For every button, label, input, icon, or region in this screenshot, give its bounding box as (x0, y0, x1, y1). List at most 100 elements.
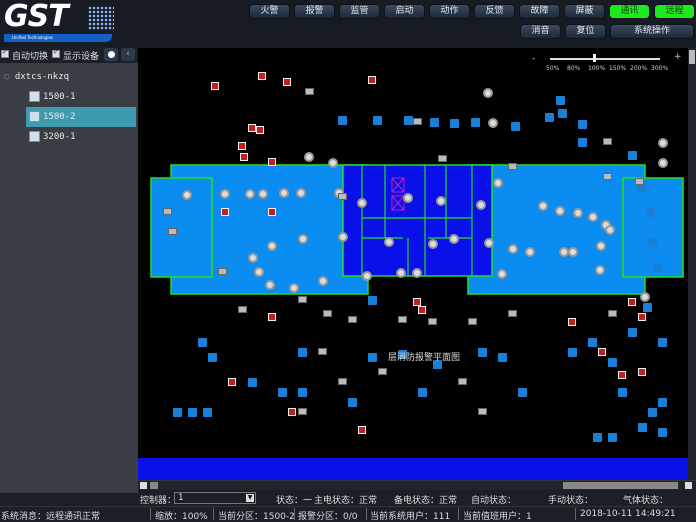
smoke-detector-icon[interactable] (296, 188, 306, 198)
scroll-thumb[interactable] (563, 482, 678, 489)
alarm-button-icon[interactable] (598, 348, 606, 356)
scroll-right-button[interactable] (685, 482, 692, 489)
zoom-slider[interactable] (550, 58, 660, 60)
toolbar-button-3[interactable]: 启动 (384, 4, 425, 19)
module-icon[interactable] (418, 388, 427, 397)
smoke-detector-icon[interactable] (449, 234, 459, 244)
scroll-left-button[interactable] (140, 482, 147, 489)
device-icon[interactable] (398, 316, 407, 323)
device-icon[interactable] (378, 368, 387, 375)
module-icon[interactable] (658, 338, 667, 347)
horizontal-scrollbar[interactable] (138, 480, 696, 490)
module-icon[interactable] (348, 398, 357, 407)
module-icon[interactable] (173, 408, 182, 417)
smoke-detector-icon[interactable] (596, 241, 606, 251)
device-icon[interactable] (163, 208, 172, 215)
module-icon[interactable] (368, 296, 377, 305)
floorplan-canvas[interactable]: - + 50% 80% 100% 150% 200% 300% 层消防报警平面图 (138, 48, 688, 480)
alarm-button-icon[interactable] (618, 371, 626, 379)
device-icon[interactable] (168, 228, 177, 235)
smoke-detector-icon[interactable] (488, 118, 498, 128)
device-icon[interactable] (608, 310, 617, 317)
smoke-detector-icon[interactable] (403, 193, 413, 203)
alarm-button-icon[interactable] (638, 368, 646, 376)
module-icon[interactable] (368, 353, 377, 362)
alarm-button-icon[interactable] (268, 158, 276, 166)
module-icon[interactable] (338, 116, 347, 125)
alarm-button-icon[interactable] (228, 378, 236, 386)
toolbar-button-2[interactable]: 监管 (339, 4, 380, 19)
smoke-detector-icon[interactable] (384, 237, 394, 247)
module-icon[interactable] (398, 350, 407, 359)
module-icon[interactable] (608, 433, 617, 442)
smoke-detector-icon[interactable] (254, 267, 264, 277)
smoke-detector-icon[interactable] (412, 268, 422, 278)
auto-switch-checkbox[interactable] (1, 48, 9, 58)
alarm-button-icon[interactable] (288, 408, 296, 416)
device-icon[interactable] (348, 316, 357, 323)
smoke-detector-icon[interactable] (476, 200, 486, 210)
toolbar-button-0[interactable]: 火警 (249, 4, 290, 19)
smoke-detector-icon[interactable] (658, 138, 668, 148)
device-icon[interactable] (305, 88, 314, 95)
device-icon[interactable] (218, 268, 227, 275)
module-icon[interactable] (648, 238, 657, 247)
smoke-detector-icon[interactable] (318, 276, 328, 286)
smoke-detector-icon[interactable] (357, 198, 367, 208)
smoke-detector-icon[interactable] (605, 225, 615, 235)
smoke-detector-icon[interactable] (508, 244, 518, 254)
smoke-detector-icon[interactable] (182, 190, 192, 200)
toolbar-button-5[interactable]: 反馈 (474, 4, 515, 19)
alarm-button-icon[interactable] (256, 126, 264, 134)
tree-item-1500-1[interactable]: 1500-1 (26, 87, 136, 107)
device-icon[interactable] (298, 296, 307, 303)
alarm-button-icon[interactable] (638, 313, 646, 321)
device-icon[interactable] (298, 408, 307, 415)
module-icon[interactable] (278, 388, 287, 397)
module-icon[interactable] (578, 120, 587, 129)
smoke-detector-icon[interactable] (298, 234, 308, 244)
toolbar-button-7[interactable]: 屏蔽 (564, 4, 605, 19)
device-icon[interactable] (603, 138, 612, 145)
device-icon[interactable] (508, 310, 517, 317)
module-icon[interactable] (628, 328, 637, 337)
module-icon[interactable] (208, 353, 217, 362)
device-icon[interactable] (508, 163, 517, 170)
device-icon[interactable] (338, 378, 347, 385)
module-icon[interactable] (471, 118, 480, 127)
zoom-tick[interactable]: 80% (567, 65, 581, 72)
alarm-button-icon[interactable] (240, 153, 248, 161)
smoke-detector-icon[interactable] (559, 247, 569, 257)
alarm-button-icon[interactable] (413, 298, 421, 306)
smoke-detector-icon[interactable] (640, 292, 650, 302)
module-icon[interactable] (628, 151, 637, 160)
smoke-detector-icon[interactable] (538, 201, 548, 211)
smoke-detector-icon[interactable] (525, 247, 535, 257)
module-icon[interactable] (658, 428, 667, 437)
smoke-detector-icon[interactable] (248, 253, 258, 263)
device-icon[interactable] (635, 178, 644, 185)
module-icon[interactable] (298, 388, 307, 397)
alarm-button-icon[interactable] (568, 318, 576, 326)
module-icon[interactable] (198, 338, 207, 347)
toolbar-button-10[interactable]: 消音 (520, 24, 561, 39)
smoke-detector-icon[interactable] (573, 208, 583, 218)
zoom-slider-handle[interactable] (593, 54, 596, 62)
zoom-tick[interactable]: 50% (546, 65, 560, 72)
smoke-detector-icon[interactable] (245, 189, 255, 199)
module-icon[interactable] (558, 109, 567, 118)
toolbar-button-8[interactable]: 通讯 (609, 4, 650, 19)
module-icon[interactable] (578, 138, 587, 147)
smoke-detector-icon[interactable] (493, 178, 503, 188)
smoke-detector-icon[interactable] (588, 212, 598, 222)
module-icon[interactable] (478, 348, 487, 357)
vertical-scrollbar[interactable] (688, 48, 696, 480)
zoom-tick[interactable]: 200% (630, 65, 648, 72)
module-icon[interactable] (608, 358, 617, 367)
smoke-detector-icon[interactable] (265, 280, 275, 290)
module-icon[interactable] (588, 338, 597, 347)
smoke-detector-icon[interactable] (658, 158, 668, 168)
smoke-detector-icon[interactable] (338, 232, 348, 242)
module-icon[interactable] (618, 388, 627, 397)
alarm-button-icon[interactable] (368, 76, 376, 84)
